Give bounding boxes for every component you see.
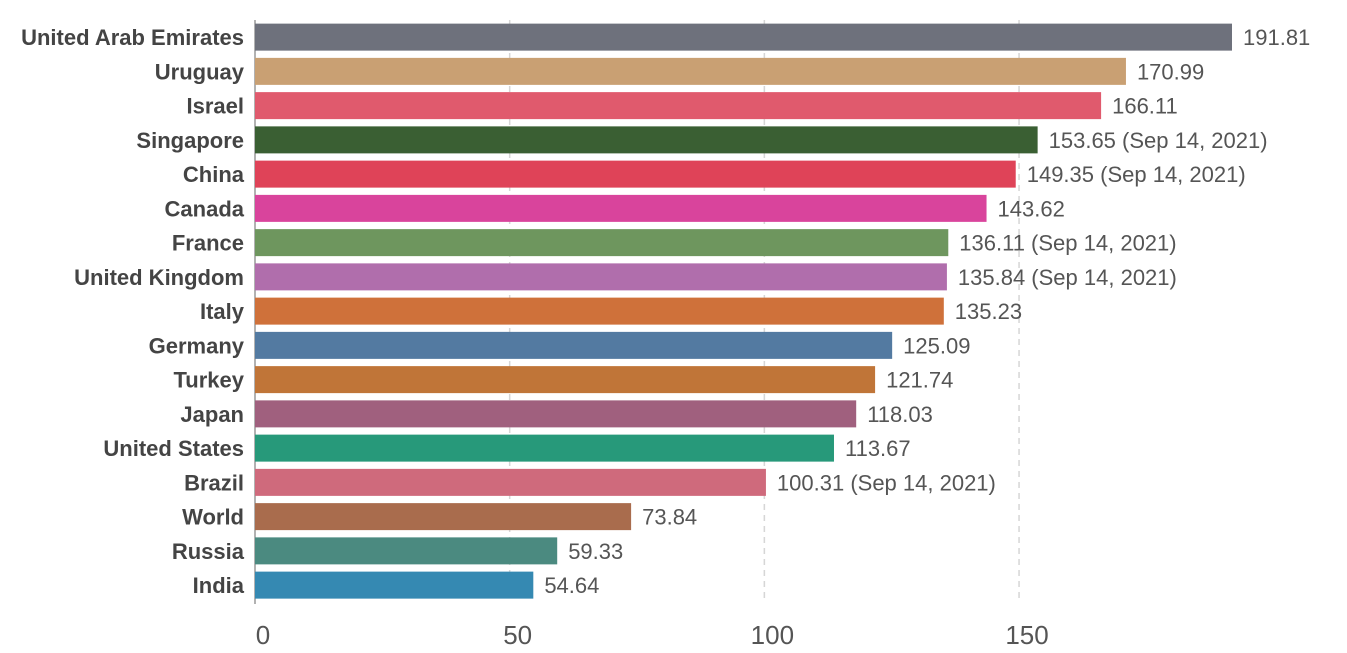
bar [255, 297, 944, 325]
bar [255, 263, 947, 291]
x-axis: 0 50 100 150 [256, 620, 1049, 650]
x-tick-label: 0 [256, 620, 270, 650]
category-label: Uruguay [155, 59, 245, 84]
value-label: 125.09 [903, 333, 970, 358]
value-label: 166.11 [1112, 94, 1178, 119]
value-label: 100.31 (Sep 14, 2021) [777, 470, 996, 495]
bar [255, 400, 857, 428]
category-label: United Kingdom [74, 265, 244, 290]
category-label: Turkey [173, 368, 244, 393]
category-label: Germany [149, 333, 245, 358]
x-tick-label: 150 [1005, 620, 1048, 650]
category-label: United Arab Emirates [21, 25, 244, 50]
bar [255, 434, 834, 462]
value-label: 54.64 [544, 573, 599, 598]
value-label: 136.11 (Sep 14, 2021) [959, 231, 1176, 256]
value-label: 191.81 [1243, 25, 1310, 50]
bar [255, 57, 1126, 85]
category-label: India [193, 573, 245, 598]
category-label: United States [103, 436, 244, 461]
category-label: World [182, 505, 244, 530]
category-label: Brazil [184, 470, 244, 495]
bar [255, 160, 1016, 188]
category-label: Japan [180, 402, 244, 427]
value-label: 170.99 [1137, 59, 1204, 84]
value-label: 113.67 [845, 436, 911, 461]
bar [255, 571, 534, 599]
category-label: Singapore [136, 128, 244, 153]
category-label: Israel [187, 94, 245, 119]
bars [255, 23, 1232, 599]
category-label: China [183, 162, 245, 187]
bar [255, 331, 893, 359]
category-label: France [172, 231, 244, 256]
x-tick-label: 50 [503, 620, 532, 650]
value-label: 59.33 [568, 539, 623, 564]
category-label: Russia [172, 539, 245, 564]
x-tick-label: 100 [751, 620, 794, 650]
value-label: 73.84 [642, 505, 697, 530]
value-label: 143.62 [998, 196, 1065, 221]
bar [255, 23, 1232, 51]
bar [255, 194, 987, 222]
category-label: Canada [165, 196, 245, 221]
bar [255, 126, 1038, 154]
bar [255, 503, 632, 531]
value-label: 153.65 (Sep 14, 2021) [1049, 128, 1268, 153]
value-label: 135.84 (Sep 14, 2021) [958, 265, 1177, 290]
value-label: 118.03 [867, 402, 933, 427]
labels: United Arab Emirates 191.81 Uruguay 170.99 I… [21, 25, 1310, 598]
value-label: 121.74 [886, 368, 953, 393]
value-label: 149.35 (Sep 14, 2021) [1027, 162, 1246, 187]
bar [255, 537, 558, 565]
bar [255, 229, 949, 257]
bar [255, 366, 876, 394]
bar [255, 92, 1102, 120]
bar [255, 468, 766, 496]
category-label: Italy [200, 299, 245, 324]
value-label: 135.23 [955, 299, 1022, 324]
